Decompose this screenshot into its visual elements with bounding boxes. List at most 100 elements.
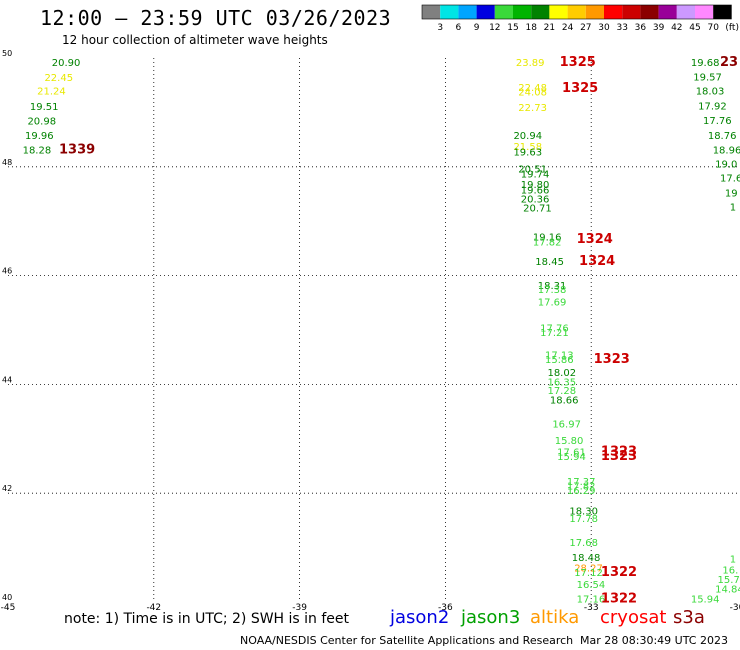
wave-height-label: 15.86 [545, 355, 574, 366]
wave-height-label: 17.76 [703, 116, 732, 127]
wave-height-label: 16.54 [577, 580, 606, 591]
orbit-number-label: 1322 [601, 565, 637, 580]
wave-height-label: 19.96 [25, 131, 54, 142]
wave-height-label: 16.97 [552, 420, 581, 431]
orbit-number-label: 1324 [577, 232, 613, 247]
wave-height-label: 17.13 [545, 350, 574, 361]
colorbar-swatch [585, 5, 604, 19]
colorbar-swatch [713, 5, 732, 19]
wave-height-label: 17.61 [557, 447, 586, 458]
wave-height-label: 19.51 [30, 102, 59, 113]
orbit-number-label: 1324 [579, 254, 615, 269]
y-tick-label: 48 [2, 158, 12, 167]
wave-height-label: 17.82 [533, 237, 562, 248]
wave-height-label: 20.51 [518, 164, 547, 175]
colorbar-swatch [676, 5, 695, 19]
wave-height-label: 19.68 [691, 58, 720, 69]
colorbar-tick-label: 33 [616, 23, 627, 33]
colorbar-swatch [567, 5, 586, 19]
y-tick-label: 40 [2, 593, 12, 602]
page-title: 12:00 — 23:59 UTC 03/26/2023 [40, 6, 392, 30]
chart-tick-labels: -45 -42 -39 -36 -33 -30 50 48 46 44 42 40 [1, 49, 740, 613]
wave-height-label: 18.76 [708, 131, 737, 142]
wave-height-label: 19.66 [521, 186, 550, 197]
wave-height-label: 17.92 [698, 101, 727, 112]
orbit-number-label: 1323 [601, 449, 637, 464]
colorbar-tick-label: 24 [562, 23, 574, 33]
orbit-number-label: 23 [720, 55, 738, 70]
orbit-number-label: 1322 [601, 592, 637, 607]
wave-height-label: 22.48 [518, 83, 547, 94]
colorbar-tick-label: 6 [456, 23, 462, 33]
colorbar-swatch [604, 5, 623, 19]
colorbar-tick-label: 39 [653, 23, 665, 33]
chart-grid [8, 58, 737, 602]
wave-height-label: 19.74 [521, 169, 550, 180]
legend-jason3: jason3 [461, 607, 521, 628]
colorbar-tick-label: 70 [707, 23, 719, 33]
wave-height-label: 15.80 [555, 436, 584, 447]
wave-height-label: 14.84 [715, 584, 740, 595]
colorbar: 3 6 9 12 15 18 21 24 27 30 33 36 39 42 45 70 (ft) [421, 4, 739, 33]
wave-height-label: 18.66 [550, 396, 579, 407]
wave-height-label: 17.78 [569, 514, 598, 525]
colorbar-swatch [458, 5, 477, 19]
x-tick-label: -45 [1, 603, 16, 613]
wave-height-label: 23.89 [516, 58, 545, 69]
wave-height-label: 21.24 [37, 87, 66, 98]
wave-height-label: 18.96 [713, 145, 740, 156]
wave-height-label: 17.37 [567, 477, 596, 488]
colorbar-swatch [658, 5, 677, 19]
x-tick-label: -39 [292, 603, 307, 613]
wave-height-label: 16. [722, 565, 738, 576]
wave-height-label: 24.08 [518, 88, 547, 99]
wave-height-label: 19 [725, 188, 738, 199]
wave-height-label: 17.28 [547, 386, 576, 397]
wave-height-label: 17.68 [569, 538, 598, 549]
x-tick-label: -33 [584, 603, 599, 613]
wave-height-label: 17.82 [567, 482, 596, 493]
wave-height-label: 17.16 [577, 595, 606, 606]
colorbar-tick-label: 21 [544, 23, 555, 33]
x-tick-label: -30 [730, 603, 740, 613]
colorbar-swatch [422, 5, 441, 19]
wave-height-label: 18.48 [572, 553, 601, 564]
colorbar-swatch [440, 5, 459, 19]
wave-height-label: 19.16 [533, 232, 562, 243]
wave-height-label: 17.38 [538, 285, 567, 296]
orbit-number-label: 1325 [562, 81, 598, 96]
colorbar-tick-label: 45 [689, 23, 700, 33]
colorbar-unit: (ft) [725, 23, 739, 33]
colorbar-frame [421, 4, 732, 20]
wave-height-label: 28.27 [574, 564, 603, 575]
legend-jason2: jason2 [390, 607, 450, 628]
wave-height-label: 15.7 [718, 575, 740, 586]
y-tick-label: 46 [2, 267, 12, 276]
colorbar-swatch [695, 5, 714, 19]
colorbar-tick-label: 30 [598, 23, 610, 33]
colorbar-swatch [494, 5, 513, 19]
orbit-number-label: 1325 [560, 55, 596, 70]
wave-height-label: 19.0 [715, 160, 737, 171]
wave-height-label: 19.63 [513, 148, 542, 159]
wave-height-label: 22.45 [44, 73, 73, 84]
wave-height-label: 1 [730, 203, 736, 214]
wave-height-label: 20.71 [523, 204, 552, 215]
wave-height-label: 17.21 [540, 328, 569, 339]
wave-height-label: 18.30 [569, 507, 598, 518]
orbit-number-label: 1323 [601, 444, 637, 459]
colorbar-tick-label: 36 [635, 23, 647, 33]
y-tick-label: 44 [2, 375, 12, 384]
page-subtitle: 12 hour collection of altimeter wave hei… [62, 33, 328, 47]
wave-height-label: 17.12 [574, 568, 603, 579]
footer-timestamp: Mar 28 08:30:49 UTC 2023 [580, 634, 728, 647]
colorbar-swatch [531, 5, 550, 19]
wave-height-label: 19.57 [693, 72, 722, 83]
colorbar-tick-label: 12 [489, 23, 500, 33]
wave-height-label: 21.58 [513, 142, 542, 153]
wave-height-label: 18.28 [23, 145, 52, 156]
wave-height-label: 18.02 [547, 368, 576, 379]
wave-height-label: 18.03 [696, 87, 725, 98]
wave-height-label: 18.45 [535, 257, 564, 268]
